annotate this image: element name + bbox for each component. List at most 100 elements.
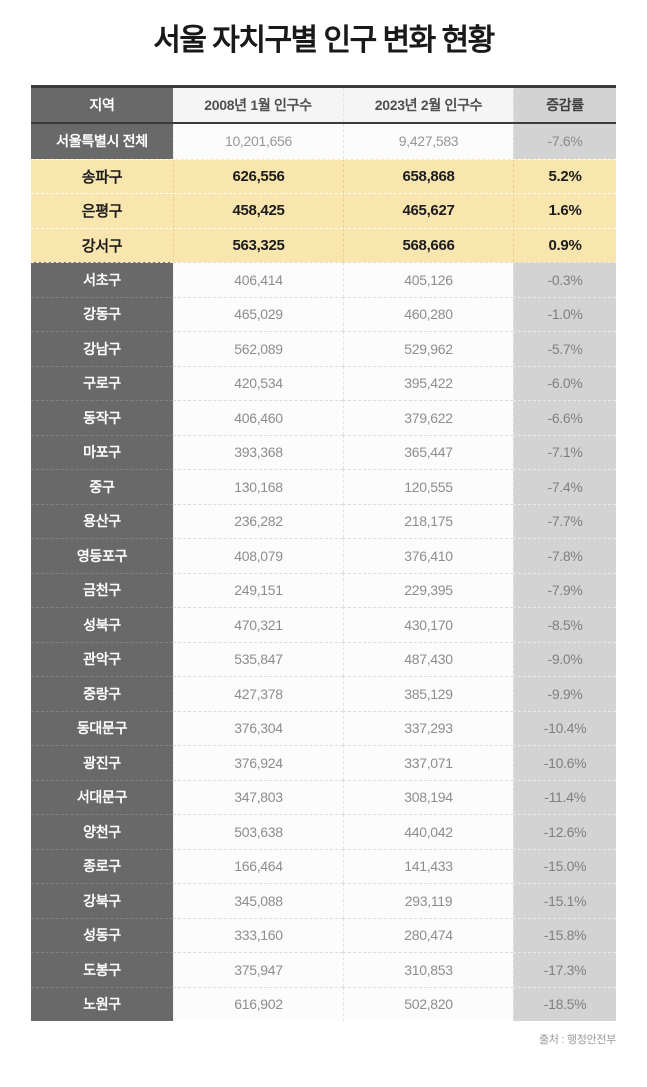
pop-2023-cell: 218,175 [343,503,513,538]
pop-2023-cell: 487,430 [343,641,513,676]
table-row: 강서구 563,325 568,666 0.9% [31,227,616,262]
table-row: 종로구 166,464 141,433 -15.0% [31,848,616,883]
table-row: 강북구 345,088 293,119 -15.1% [31,883,616,918]
region-cell: 성북구 [31,607,173,642]
infographic-page: 서울 자치구별 인구 변화 현황 지역 2008년 1월 인구수 2023년 2… [0,22,647,1087]
change-rate-cell: -10.6% [513,745,616,780]
pop-2023-cell: 395,422 [343,365,513,400]
change-rate-cell: -17.3% [513,952,616,987]
region-cell: 관악구 [31,641,173,676]
table-row: 금천구 249,151 229,395 -7.9% [31,572,616,607]
region-cell: 노원구 [31,986,173,1021]
pop-2008-cell: 458,425 [173,193,343,228]
region-cell: 구로구 [31,365,173,400]
pop-2008-cell: 166,464 [173,848,343,883]
table-row: 마포구 393,368 365,447 -7.1% [31,434,616,469]
region-cell: 중구 [31,469,173,504]
change-rate-cell: -11.4% [513,779,616,814]
change-rate-cell: -9.0% [513,641,616,676]
table-row: 서대문구 347,803 308,194 -11.4% [31,779,616,814]
pop-2023-cell: 376,410 [343,538,513,573]
pop-2023-cell: 310,853 [343,952,513,987]
table-row: 은평구 458,425 465,627 1.6% [31,193,616,228]
table-row: 중랑구 427,378 385,129 -9.9% [31,676,616,711]
table-body: 서울특별시 전체 10,201,656 9,427,583 -7.6% 송파구 … [31,124,616,1021]
pop-2023-cell: 9,427,583 [343,124,513,159]
table-row: 광진구 376,924 337,071 -10.6% [31,745,616,780]
change-rate-cell: 1.6% [513,193,616,228]
pop-2008-cell: 345,088 [173,883,343,918]
table-row: 성북구 470,321 430,170 -8.5% [31,607,616,642]
region-cell: 금천구 [31,572,173,607]
population-table-wrap: 지역 2008년 1월 인구수 2023년 2월 인구수 증감률 서울특별시 전… [31,85,616,1047]
pop-2008-cell: 130,168 [173,469,343,504]
pop-2023-cell: 229,395 [343,572,513,607]
pop-2008-cell: 562,089 [173,331,343,366]
change-rate-cell: -8.5% [513,607,616,642]
pop-2023-cell: 379,622 [343,400,513,435]
region-cell: 서초구 [31,262,173,297]
change-rate-cell: -9.9% [513,676,616,711]
region-cell: 강북구 [31,883,173,918]
pop-2023-cell: 337,071 [343,745,513,780]
region-cell: 송파구 [31,158,173,193]
pop-2008-cell: 10,201,656 [173,124,343,159]
pop-2008-cell: 616,902 [173,986,343,1021]
pop-2023-cell: 502,820 [343,986,513,1021]
table-row: 서울특별시 전체 10,201,656 9,427,583 -7.6% [31,124,616,159]
table-row: 양천구 503,638 440,042 -12.6% [31,814,616,849]
change-rate-cell: -7.9% [513,572,616,607]
region-cell: 강동구 [31,296,173,331]
region-cell: 성동구 [31,917,173,952]
pop-2008-cell: 535,847 [173,641,343,676]
change-rate-cell: -12.6% [513,814,616,849]
region-cell: 동작구 [31,400,173,435]
pop-2023-cell: 365,447 [343,434,513,469]
table-row: 용산구 236,282 218,175 -7.7% [31,503,616,538]
region-cell: 서대문구 [31,779,173,814]
region-cell: 강서구 [31,227,173,262]
region-cell: 중랑구 [31,676,173,711]
pop-2008-cell: 347,803 [173,779,343,814]
region-cell: 종로구 [31,848,173,883]
pop-2023-cell: 430,170 [343,607,513,642]
table-row: 노원구 616,902 502,820 -18.5% [31,986,616,1021]
pop-2023-cell: 280,474 [343,917,513,952]
pop-2008-cell: 236,282 [173,503,343,538]
change-rate-cell: -6.0% [513,365,616,400]
pop-2008-cell: 249,151 [173,572,343,607]
change-rate-cell: -7.7% [513,503,616,538]
change-rate-cell: 5.2% [513,158,616,193]
region-cell: 동대문구 [31,710,173,745]
pop-2023-cell: 460,280 [343,296,513,331]
region-cell: 도봉구 [31,952,173,987]
pop-2023-cell: 529,962 [343,331,513,366]
region-cell: 영등포구 [31,538,173,573]
change-rate-cell: -15.8% [513,917,616,952]
pop-2008-cell: 406,414 [173,262,343,297]
pop-2023-cell: 337,293 [343,710,513,745]
change-rate-cell: -10.4% [513,710,616,745]
pop-2023-cell: 308,194 [343,779,513,814]
table-row: 동작구 406,460 379,622 -6.6% [31,400,616,435]
table-row: 성동구 333,160 280,474 -15.8% [31,917,616,952]
change-rate-cell: 0.9% [513,227,616,262]
pop-2023-cell: 405,126 [343,262,513,297]
change-rate-cell: -1.0% [513,296,616,331]
region-cell: 강남구 [31,331,173,366]
pop-2023-cell: 465,627 [343,193,513,228]
table-row: 관악구 535,847 487,430 -9.0% [31,641,616,676]
pop-2023-cell: 658,868 [343,158,513,193]
region-cell: 마포구 [31,434,173,469]
pop-2008-cell: 626,556 [173,158,343,193]
change-rate-cell: -7.8% [513,538,616,573]
pop-2008-cell: 503,638 [173,814,343,849]
change-rate-cell: -7.1% [513,434,616,469]
region-cell: 광진구 [31,745,173,780]
table-row: 동대문구 376,304 337,293 -10.4% [31,710,616,745]
pop-2008-cell: 333,160 [173,917,343,952]
table-row: 도봉구 375,947 310,853 -17.3% [31,952,616,987]
region-cell: 은평구 [31,193,173,228]
pop-2008-cell: 375,947 [173,952,343,987]
region-cell: 용산구 [31,503,173,538]
